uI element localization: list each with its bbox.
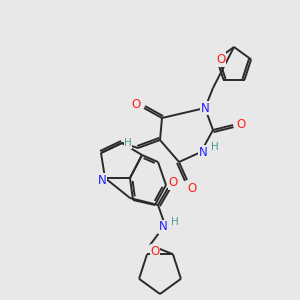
Text: H: H (171, 217, 179, 227)
Text: H: H (124, 138, 132, 148)
Text: O: O (236, 118, 246, 131)
Text: N: N (199, 146, 207, 158)
Text: N: N (201, 101, 209, 115)
Text: O: O (188, 182, 196, 194)
Text: N: N (159, 220, 167, 233)
Text: O: O (131, 98, 141, 112)
Text: H: H (211, 142, 219, 152)
Text: O: O (150, 245, 160, 258)
Text: O: O (216, 53, 226, 66)
Text: N: N (98, 173, 106, 187)
Text: O: O (168, 176, 178, 190)
